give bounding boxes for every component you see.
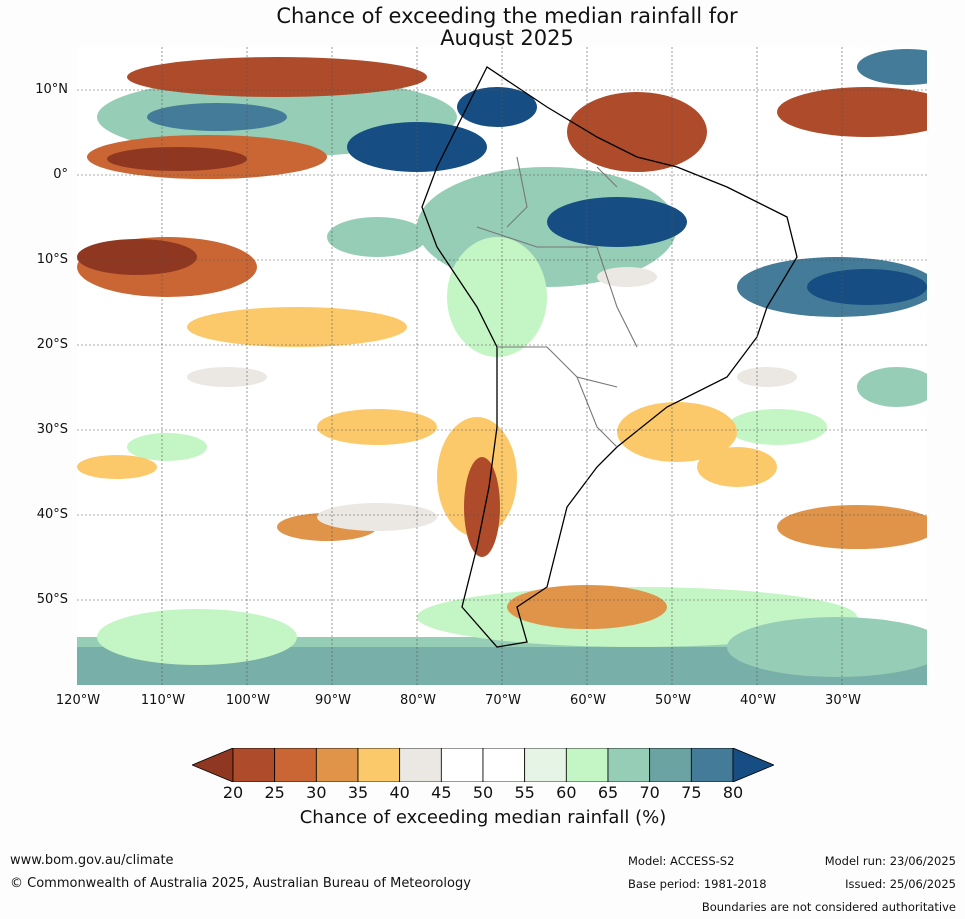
colorbar-segment (399, 748, 442, 782)
colorbar-tick-label: 50 (472, 783, 494, 802)
dry-anomaly-layer (77, 57, 927, 629)
colorbar-tick-label: 20 (222, 783, 244, 802)
lat-label-50s: 50°S (36, 592, 68, 607)
map-canvas (77, 47, 927, 685)
colorbar-tick-label: 75 (681, 783, 702, 802)
lat-label-10n: 10°N (35, 82, 68, 97)
neutral-layer (187, 267, 797, 531)
boundaries-disclaimer: Boundaries are not considered authoritat… (701, 900, 956, 914)
colorbar-tick-label: 55 (514, 783, 535, 802)
colorbar-tick-label: 65 (597, 783, 619, 802)
colorbar-segment (357, 748, 401, 782)
lon-label-60w: 60°W (570, 693, 606, 708)
colorbar-tick-label: 60 (556, 783, 577, 802)
colorbar-segment (524, 748, 567, 782)
colorbar (192, 748, 774, 782)
graticule (77, 47, 927, 685)
lon-label-80w: 80°W (400, 693, 436, 708)
colorbar-segment (440, 748, 484, 782)
lon-label-110w: 110°W (140, 693, 186, 708)
lat-label-0: 0° (53, 167, 68, 182)
colorbar-extend-high (732, 748, 774, 782)
south-america-coastline (421, 66, 798, 648)
colorbar-segment (690, 748, 734, 782)
colorbar-segment (274, 748, 317, 782)
map-title-line-1: Chance of exceeding the median rainfall … (276, 4, 738, 28)
lon-label-90w: 90°W (315, 693, 351, 708)
model-run-date: Model run: 23/06/2025 (824, 854, 956, 868)
model-name: Model: ACCESS-S2 (628, 854, 735, 868)
colorbar-segment (565, 748, 609, 782)
colorbar-segment (482, 748, 526, 782)
lon-label-50w: 50°W (655, 693, 691, 708)
lon-label-40w: 40°W (740, 693, 776, 708)
colorbar-tick-label: 25 (264, 783, 285, 802)
colorbar-extend-low (192, 748, 234, 782)
lon-label-30w: 30°W (825, 693, 861, 708)
base-period: Base period: 1981-2018 (628, 877, 767, 891)
lat-label-30s: 30°S (36, 422, 68, 437)
colorbar-tick-label: 80 (722, 783, 744, 802)
website-link[interactable]: www.bom.gov.au/climate (10, 853, 174, 868)
colorbar-segment (232, 748, 276, 782)
colorbar-segment (649, 748, 692, 782)
lat-label-10s: 10°S (36, 252, 68, 267)
lat-label-20s: 20°S (36, 337, 68, 352)
colorbar-tick-label: 35 (347, 783, 369, 802)
colorbar-segment (607, 748, 651, 782)
colorbar-tick-label: 45 (431, 783, 452, 802)
colorbar-tick-label: 70 (639, 783, 660, 802)
lon-label-120w: 120°W (55, 693, 101, 708)
colorbar-tick-label: 40 (389, 783, 410, 802)
country-borders (476, 156, 638, 448)
rainfall-probability-map (77, 47, 927, 685)
copyright-text: © Commonwealth of Australia 2025, Austra… (10, 876, 471, 891)
lon-label-70w: 70°W (485, 693, 521, 708)
lat-label-40s: 40°S (36, 507, 68, 522)
colorbar-segment (315, 748, 359, 782)
map-title-line-2: August 2025 (440, 26, 574, 50)
colorbar-label: Chance of exceeding median rainfall (%) (299, 807, 667, 828)
issued-date: Issued: 25/06/2025 (845, 877, 956, 891)
lon-label-100w: 100°W (225, 693, 271, 708)
colorbar-tick-label: 30 (306, 783, 327, 802)
